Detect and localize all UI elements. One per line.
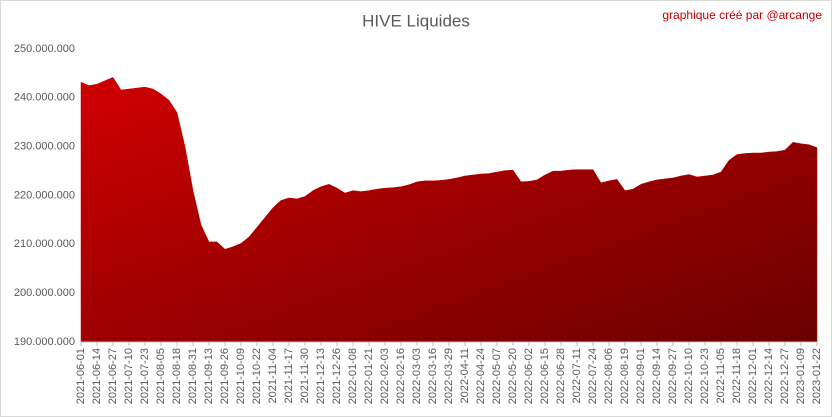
x-tick-label: 2021-12-13 — [315, 348, 327, 404]
x-tick-label: 2022-02-16 — [395, 348, 407, 404]
x-tick-label: 2022-10-10 — [683, 348, 695, 404]
x-tick-label: 2023-01-09 — [795, 348, 807, 404]
x-tick-label: 2022-03-03 — [411, 348, 423, 404]
y-tick-label: 200.000.000 — [14, 287, 75, 299]
x-tick-label: 2022-02-03 — [379, 348, 391, 404]
x-tick-label: 2021-07-10 — [123, 348, 135, 404]
y-tick-label: 220.000.000 — [14, 189, 75, 201]
x-tick-label: 2022-04-24 — [475, 348, 487, 404]
x-tick-label: 2021-09-13 — [203, 348, 215, 404]
x-tick-label: 2022-08-06 — [603, 348, 615, 404]
y-tick-label: 210.000.000 — [14, 238, 75, 250]
x-tick-label: 2023-01-22 — [811, 348, 823, 404]
x-tick-label: 2021-08-31 — [187, 348, 199, 404]
chart-title: HIVE Liquides — [362, 11, 470, 30]
x-tick-label: 2021-07-23 — [139, 348, 151, 404]
x-tick-label: 2022-11-05 — [715, 348, 727, 403]
x-tick-label: 2022-07-11 — [571, 348, 583, 403]
x-tick-label: 2021-12-26 — [331, 348, 343, 404]
x-tick-label: 2022-09-27 — [667, 348, 679, 404]
x-tick-label: 2021-06-01 — [75, 348, 87, 404]
x-tick-label: 2022-01-21 — [363, 348, 375, 404]
x-tick-label: 2022-11-18 — [731, 348, 743, 403]
area — [80, 77, 818, 343]
x-tick-label: 2022-06-28 — [555, 348, 567, 404]
y-tick-label: 240.000.000 — [14, 92, 75, 104]
x-tick-label: 2021-10-09 — [235, 348, 247, 404]
x-tick-label: 2021-06-14 — [91, 348, 103, 404]
x-tick-label: 2021-10-22 — [251, 348, 263, 404]
credit: graphique créé par @arcange — [662, 8, 822, 22]
x-tick-label: 2022-03-16 — [427, 348, 439, 404]
x-tick-label: 2022-10-23 — [699, 348, 711, 404]
x-tick-label: 2021-08-05 — [155, 348, 167, 404]
x-tick-label: 2022-09-01 — [635, 348, 647, 404]
x-tick-label: 2021-06-27 — [107, 348, 119, 404]
x-tick-label: 2022-05-20 — [507, 348, 519, 404]
x-tick-label: 2022-05-07 — [491, 348, 503, 404]
x-tick-label: 2021-11-04 — [267, 348, 279, 403]
x-tick-label: 2022-09-14 — [651, 348, 663, 404]
x-tick-label: 2022-08-19 — [619, 348, 631, 404]
x-tick-label: 2022-12-27 — [779, 348, 791, 404]
x-tick-label: 2022-12-01 — [747, 348, 759, 404]
x-tick-label: 2021-09-26 — [219, 348, 231, 404]
y-tick-label: 190.000.000 — [14, 336, 75, 348]
x-tick-label: 2022-06-15 — [539, 348, 551, 404]
x-tick-label: 2022-04-11 — [459, 348, 471, 403]
x-tick-label: 2022-06-02 — [523, 348, 535, 404]
x-tick-label: 2021-08-18 — [171, 348, 183, 404]
y-tick-label: 250.000.000 — [14, 43, 75, 55]
x-tick-label: 2022-07-24 — [587, 348, 599, 404]
x-tick-label: 2022-01-08 — [347, 348, 359, 404]
x-tick-label: 2022-12-14 — [763, 348, 775, 404]
y-tick-label: 230.000.000 — [14, 141, 75, 153]
x-tick-label: 2021-11-30 — [299, 348, 311, 403]
x-tick-label: 2022-03-29 — [443, 348, 455, 404]
x-tick-label: 2021-11-17 — [283, 348, 295, 403]
